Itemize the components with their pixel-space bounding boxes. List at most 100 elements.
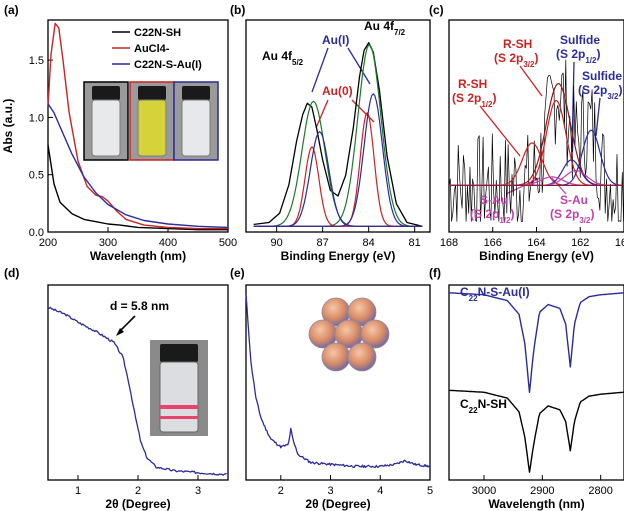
label-sulfide-32: (S 2p3/2) <box>578 83 622 101</box>
d-spacing-label: d = 5.8 nm <box>110 299 169 313</box>
fit-sulfide-12 <box>449 159 623 186</box>
annotation-arrow-1 <box>347 47 371 85</box>
panel-label: (b) <box>230 3 245 17</box>
series-line-a-0 <box>47 144 228 231</box>
x-tick-label: 164 <box>527 237 545 249</box>
x-tick-label: 2900 <box>530 485 554 497</box>
saxs-curve-e <box>245 294 431 469</box>
x-axis-title: 2θ (Degree) <box>105 497 170 511</box>
label-rsh-12: (S 2p1/2) <box>452 91 496 109</box>
y-tick-label: 0.0 <box>29 227 44 239</box>
x-tick-label: 168 <box>440 237 458 249</box>
legend-label: AuCl4- <box>134 43 170 55</box>
fit-sau-32 <box>449 169 623 186</box>
d-arrow <box>118 315 136 333</box>
x-axis-title: Binding Energy (eV) <box>281 249 396 263</box>
vial-cap-1 <box>138 86 166 100</box>
peak-label-au1: Au(I) <box>322 33 349 47</box>
label-rsh-32: (S 2p3/2) <box>494 51 538 69</box>
vial-body-2 <box>181 99 211 157</box>
nanoparticle-6 <box>347 342 377 372</box>
label-rsh-b: R-SH <box>458 77 487 91</box>
nanoparticle-1 <box>347 297 377 327</box>
fit-blue-1 <box>253 131 423 227</box>
x-tick-label: 2 <box>135 485 141 497</box>
fit-green-1 <box>253 100 423 227</box>
peak-label-au0: Au(0) <box>322 84 353 98</box>
peak-label-au4f72: Au 4f7/2 <box>364 19 406 37</box>
x-tick-label: 166 <box>484 237 502 249</box>
raw-spectrum <box>448 59 624 222</box>
vial-body-1 <box>137 99 167 157</box>
saxs-curve <box>47 306 227 476</box>
luminescence-band-1 <box>160 405 198 409</box>
x-tick-label: 4 <box>377 485 383 497</box>
label-sau-32: (S 2p3/2) <box>550 207 594 225</box>
x-axis-title: Wavelength (nm) <box>488 497 584 511</box>
y-tick-label: 1.0 <box>29 112 44 124</box>
panel-frame-1 <box>245 19 431 233</box>
nanoparticle-4 <box>360 319 390 349</box>
y-tick-label: 1.5 <box>29 55 44 67</box>
x-tick-label: 1 <box>75 485 81 497</box>
curves <box>47 22 624 476</box>
vial-cap-0 <box>92 86 120 100</box>
label-sulfide: Sulfide <box>560 33 600 47</box>
fit-blue-2 <box>253 93 423 227</box>
panel-label: (f) <box>429 266 441 280</box>
x-tick-label: 81 <box>409 237 421 249</box>
legend-label: C22N-SH <box>134 27 181 39</box>
x-tick-label: 3 <box>195 485 201 497</box>
annotation-arrow-c-5 <box>551 177 567 195</box>
panel-label: (c) <box>429 3 444 17</box>
x-tick-label: 300 <box>99 237 117 249</box>
panel-label: (a) <box>4 3 19 17</box>
annotation-arrow-c-3 <box>595 97 601 137</box>
x-tick-label: 2800 <box>588 485 612 497</box>
label-sau-12: (S 2p1/2) <box>470 207 514 225</box>
panel-frame-0 <box>47 19 229 233</box>
x-tick-label: 2 <box>278 485 284 497</box>
panel-frames <box>47 19 624 481</box>
panel-label: (d) <box>4 266 19 280</box>
x-axis-title: Binding Energy (eV) <box>479 249 594 263</box>
fit-rsh-32 <box>449 100 623 186</box>
panel-frame-4 <box>245 284 431 481</box>
label-sulfide-12: (S 2p1/2) <box>556 47 600 65</box>
annotation-arrow-0 <box>311 47 329 93</box>
panel-label: (e) <box>230 266 245 280</box>
fit-green-2 <box>253 44 423 227</box>
annotation-arrow-c-1 <box>479 105 521 157</box>
x-tick-label: 162 <box>571 237 589 249</box>
nanoparticle-5 <box>321 342 351 372</box>
x-axis-title: Wavelength (nm) <box>90 249 186 263</box>
x-tick-label: 200 <box>39 237 57 249</box>
annotation-arrow-2 <box>315 99 329 129</box>
luminescence-band-2 <box>160 416 198 419</box>
peak-label-au4f52: Au 4f5/2 <box>262 49 304 67</box>
x-axis-title: 2θ (Degree) <box>305 497 370 511</box>
label-sulfide-b: Sulfide <box>582 69 622 83</box>
x-tick-label: 5 <box>427 485 433 497</box>
label-rsh: R-SH <box>503 37 532 51</box>
texts: (a) (b) (c) (d) (e) (f) Wavelength (nm) Binding… <box>1 3 624 511</box>
vial-body-0 <box>91 99 121 157</box>
series-line-a-1 <box>47 22 228 230</box>
vial-cap-d <box>160 344 198 362</box>
decorations <box>83 47 601 436</box>
label-sau: S-Au <box>480 193 508 207</box>
y-tick-label: 0.5 <box>29 170 44 182</box>
vial-cap-2 <box>182 86 210 100</box>
ir-series-0 <box>448 292 624 393</box>
envelope-line <box>253 42 423 227</box>
x-tick-label: 3000 <box>472 485 496 497</box>
fit-red-2 <box>253 112 423 227</box>
x-tick-label: 400 <box>159 237 177 249</box>
fit-sulfide-32 <box>449 129 623 186</box>
ir-label-au: C22N-S-Au(I) <box>460 285 530 303</box>
d-arrowhead <box>116 328 124 336</box>
x-tick-label: 84 <box>363 237 375 249</box>
panel-frame-5 <box>448 284 624 481</box>
x-tick-label: 90 <box>271 237 283 249</box>
